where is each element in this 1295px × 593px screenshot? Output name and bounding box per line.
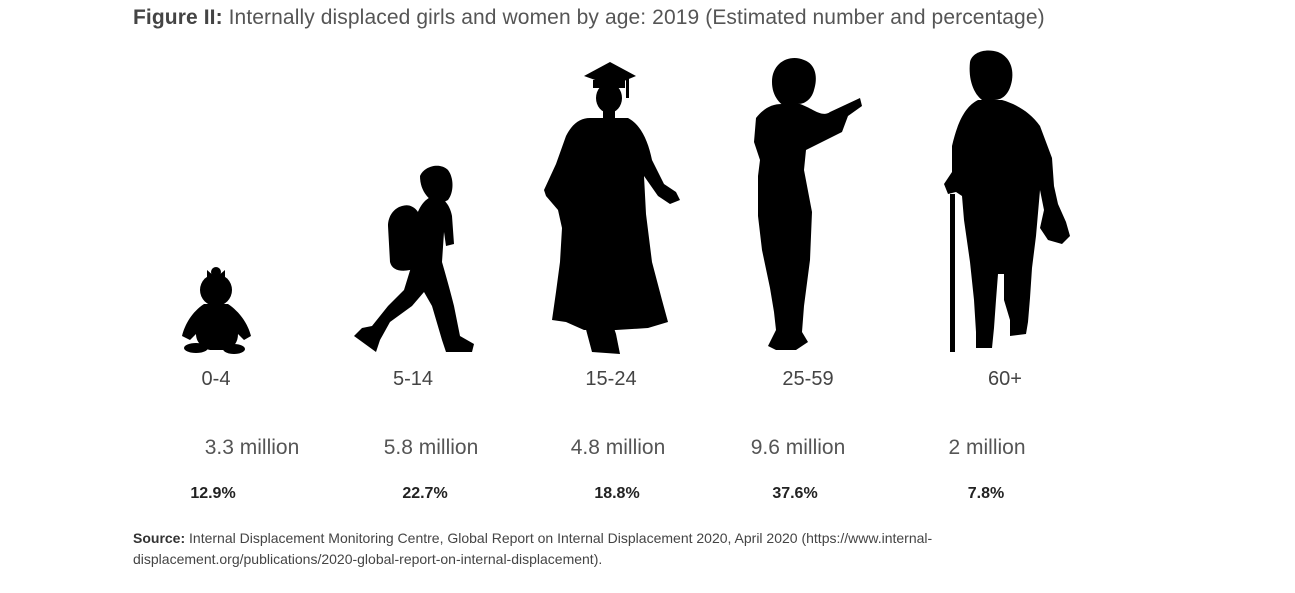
age-label: 5-14: [392, 368, 434, 390]
percent-label: 37.6%: [772, 485, 818, 502]
percent-label: 12.9%: [190, 485, 236, 502]
figure-title-text: Internally displaced girls and women by …: [228, 6, 1045, 29]
age-label: 25-59: [782, 368, 834, 390]
baby-silhouette-icon: [182, 267, 251, 354]
child-backpack-silhouette-icon: [354, 165, 474, 352]
source-text: Internal Displacement Monitoring Centre,…: [133, 530, 933, 567]
figure-title: Figure II: Internally displaced girls an…: [133, 6, 1045, 30]
count-label: 5.8 million: [383, 436, 479, 459]
woman-reading-silhouette-icon: [754, 58, 862, 350]
source-label: Source:: [133, 530, 186, 546]
source-note: Source: Internal Displacement Monitoring…: [133, 528, 1033, 570]
count-label: 9.6 million: [750, 436, 846, 459]
count-label: 4.8 million: [570, 436, 666, 459]
graduate-silhouette-icon: [544, 62, 680, 354]
percent-label: 7.8%: [967, 485, 1005, 502]
percent-label: 22.7%: [402, 485, 448, 502]
count-label: 2 million: [948, 436, 1026, 459]
figure-title-prefix: Figure II:: [133, 6, 223, 29]
silhouette-figures: [182, 50, 1070, 354]
age-label: 0-4: [201, 368, 231, 390]
percent-label: 18.8%: [594, 485, 640, 502]
age-label: 15-24: [585, 368, 637, 390]
elderly-woman-cane-silhouette-icon: [944, 50, 1070, 352]
age-label: 60+: [988, 368, 1022, 390]
count-label: 3.3 million: [204, 436, 300, 459]
